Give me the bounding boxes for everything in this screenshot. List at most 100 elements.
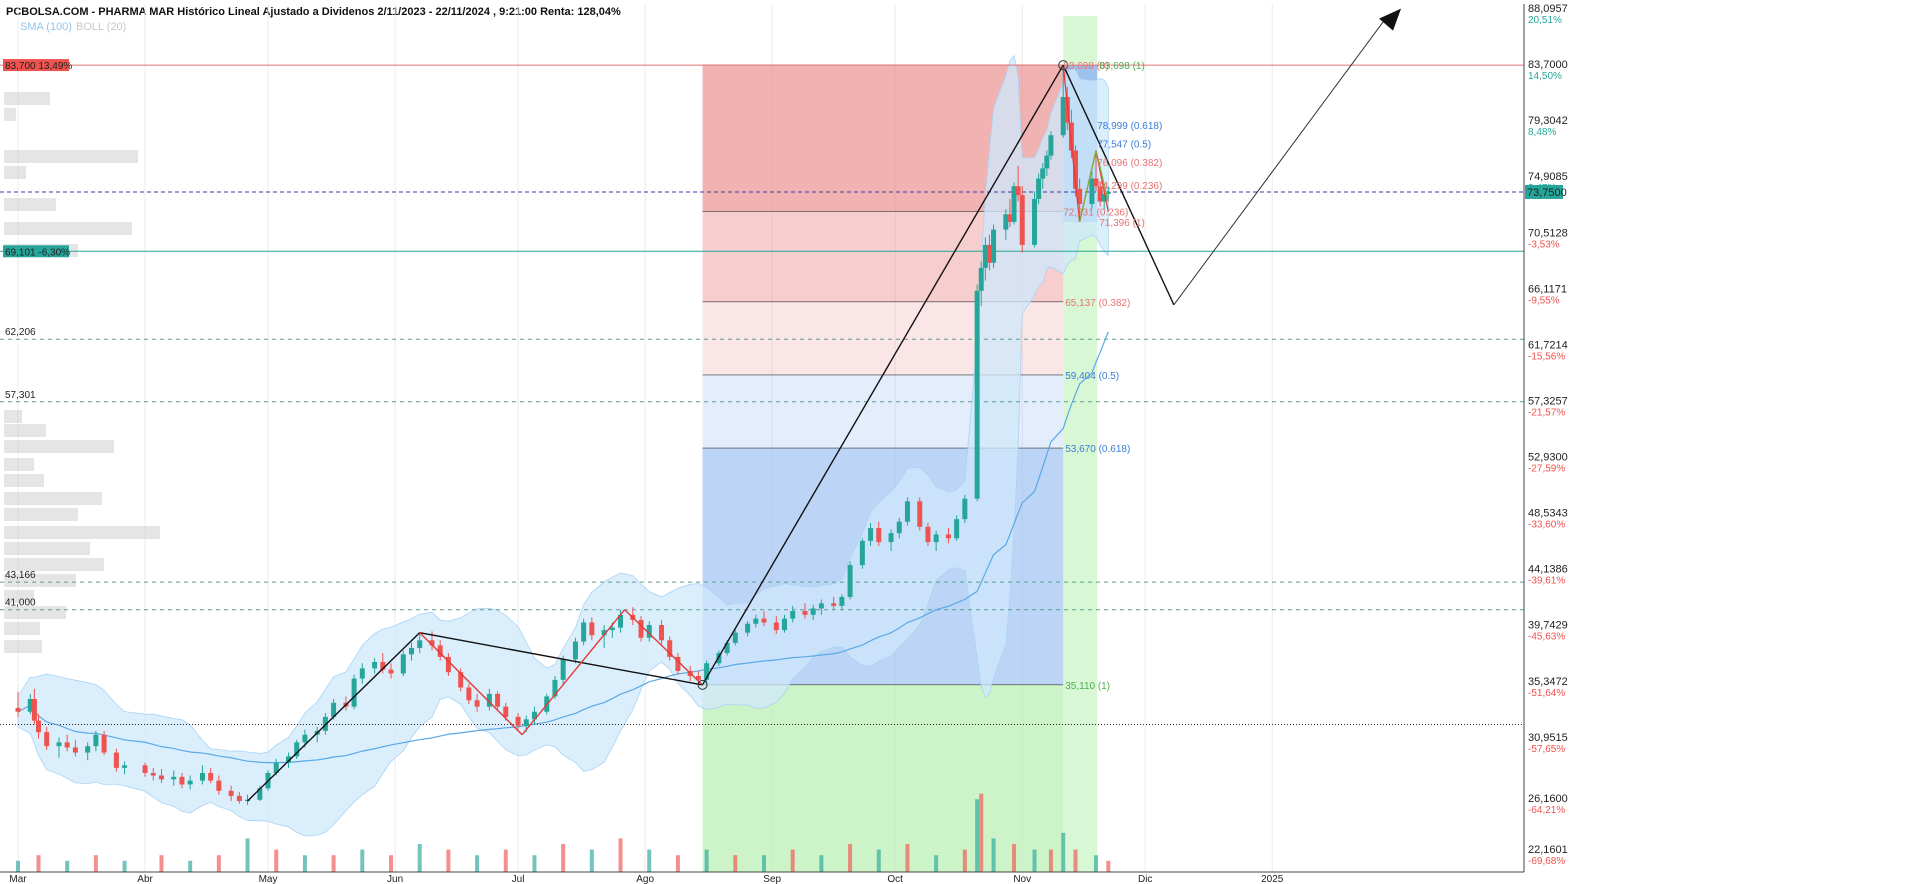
volume-bar xyxy=(1106,860,1111,872)
price-tick-label: 83,7000 xyxy=(1528,59,1568,71)
resistance-tag xyxy=(3,59,69,72)
boll-legend[interactable]: BOLL (20) xyxy=(76,21,126,33)
candle-body xyxy=(1011,186,1017,222)
sma-line xyxy=(17,331,1109,764)
candle-body xyxy=(1003,214,1009,230)
current-price-tag xyxy=(1525,184,1563,199)
price-tick-label: 66,1171 xyxy=(1528,283,1567,295)
forecast-up-line xyxy=(1173,16,1388,306)
candle-body xyxy=(839,596,845,606)
volume-profile-bar xyxy=(4,640,42,653)
price-tick-label: 70,5128 xyxy=(1528,227,1568,239)
price-tick-label: 88,0957 xyxy=(1528,3,1568,15)
candle-body xyxy=(171,776,177,780)
volume-profile-bar xyxy=(4,458,34,471)
volume-bar xyxy=(245,838,250,872)
fib-small-label: 77,547 (0.5) xyxy=(1097,140,1151,151)
candle-body xyxy=(429,640,435,646)
sma-legend[interactable]: SMA (100) xyxy=(20,21,72,33)
month-label: May xyxy=(259,874,278,884)
candle-body xyxy=(35,720,41,733)
fib-small-label: 76,096 (0.382) xyxy=(1097,158,1162,169)
sma-polyline xyxy=(17,331,1109,764)
volume-bar xyxy=(16,860,20,872)
percent-tick-label: -51,64% xyxy=(1528,688,1565,699)
candle-body xyxy=(458,672,464,688)
candle-body xyxy=(695,676,701,680)
volume-bar xyxy=(503,849,508,872)
candle-body xyxy=(1068,122,1074,151)
candle-body xyxy=(818,603,824,609)
month-label: Jul xyxy=(512,874,525,884)
volume-bar xyxy=(1094,855,1099,872)
volume-bar xyxy=(618,838,623,872)
candle-body xyxy=(581,622,587,642)
candle-body xyxy=(986,244,992,263)
candle-body xyxy=(659,625,665,641)
candle-body xyxy=(810,608,816,615)
volume-bar xyxy=(589,849,594,872)
candle-body xyxy=(228,790,234,796)
candle-body xyxy=(802,610,808,615)
candle-body xyxy=(56,742,62,747)
current-price-label: 73,7500 xyxy=(1527,187,1567,199)
candle-body xyxy=(158,775,164,780)
volume-bar xyxy=(704,849,709,872)
volume-bars xyxy=(16,793,1111,872)
volume-profile-bar xyxy=(4,622,40,635)
candle-body xyxy=(831,603,837,606)
volume-profile-bar xyxy=(4,492,102,505)
fibonacci-labels: 65,137 (0.382) 59,404 (0.5) 53,670 (0.618)… xyxy=(1063,61,1162,692)
fib-small-label: 74,299 (0.236) xyxy=(1097,181,1162,192)
price-tick-label: 35,3472 xyxy=(1528,676,1568,688)
volume-profile-bar xyxy=(4,198,56,211)
candle-body xyxy=(187,780,193,785)
volume-profile-bar xyxy=(4,410,22,423)
fib-small-label: 71,396 (1) xyxy=(1099,218,1145,229)
volume-bar xyxy=(848,844,853,872)
candle-body xyxy=(982,244,988,268)
swing-line xyxy=(701,64,1064,686)
candle-body xyxy=(753,618,759,624)
candle-body xyxy=(859,540,865,566)
volume-profile-bar xyxy=(4,166,26,179)
volume-profile-bar xyxy=(4,508,78,521)
candle-body xyxy=(552,679,558,697)
swing-line xyxy=(419,632,523,736)
fib-small-label: 78,999 (0.618) xyxy=(1097,121,1162,132)
candle-body xyxy=(44,732,50,747)
forecast-arrowhead xyxy=(1379,8,1402,31)
candle-body xyxy=(503,706,509,717)
candle-body xyxy=(474,700,480,707)
candle-body xyxy=(101,734,107,753)
volume-bar xyxy=(790,849,795,872)
volume-profile-bar xyxy=(4,108,16,121)
price-tick-label: 26,1600 xyxy=(1528,793,1568,805)
candle-body xyxy=(781,618,787,631)
volume-bar xyxy=(360,849,365,872)
price-tick-label: 79,3042 xyxy=(1528,115,1568,127)
percent-tick-label: -33,60% xyxy=(1528,520,1565,531)
candle-body xyxy=(1073,150,1079,189)
fib-top-right-label: 83,698 (1) xyxy=(1099,61,1145,72)
candle-body xyxy=(667,640,673,657)
month-label: Abr xyxy=(137,874,153,884)
fib-green-zone xyxy=(702,684,1064,872)
volume-bar xyxy=(819,855,824,872)
candle-body xyxy=(732,632,738,643)
volume-bar xyxy=(1073,849,1078,872)
candle-body xyxy=(945,534,951,539)
volume-profile-bar xyxy=(4,574,76,587)
volume-profile-bar xyxy=(4,424,46,437)
swing-line xyxy=(419,631,703,686)
candle-body xyxy=(294,742,300,757)
volume-bar xyxy=(331,855,336,872)
price-tick-label: 39,7429 xyxy=(1528,620,1568,632)
candle-body xyxy=(618,614,624,628)
volume-bar xyxy=(36,855,41,872)
percent-tick-label: -15,56% xyxy=(1528,351,1565,362)
volume-profile-bar xyxy=(4,222,132,235)
candle-body xyxy=(388,669,394,674)
candle-body xyxy=(1089,178,1095,205)
